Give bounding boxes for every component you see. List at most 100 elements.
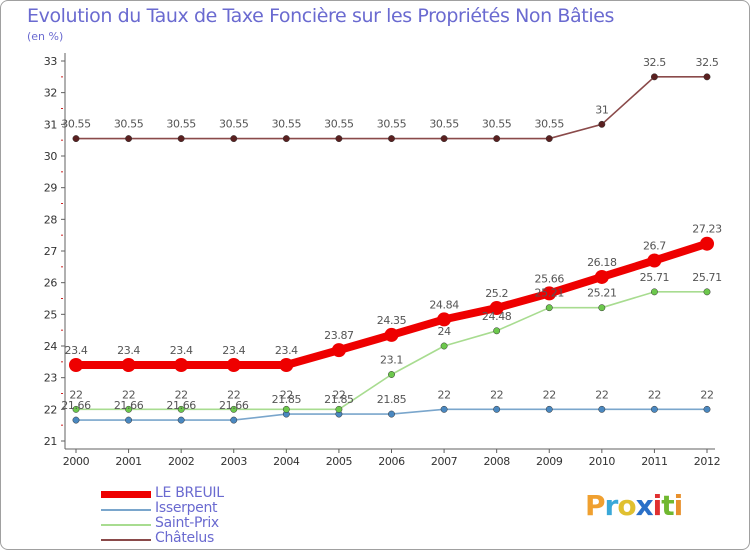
data-point — [493, 405, 501, 413]
data-point — [226, 358, 241, 372]
data-label: 30.55 — [61, 118, 91, 131]
data-label: 24.48 — [482, 310, 512, 323]
data-point — [440, 342, 448, 350]
x-tick-label: 2000 — [63, 455, 90, 468]
data-point — [121, 358, 136, 372]
data-point — [282, 405, 290, 413]
y-tick-label: 25 — [44, 308, 58, 321]
data-label: 23.87 — [324, 329, 354, 342]
data-point — [545, 405, 553, 413]
x-tick-label: 2007 — [431, 455, 458, 468]
data-label: 25.21 — [587, 287, 617, 300]
logo-letter: P — [585, 489, 606, 522]
legend-swatch-isserpent — [101, 509, 151, 511]
data-label: 23.1 — [380, 354, 403, 367]
data-label: 21.85 — [324, 393, 354, 406]
data-point — [335, 135, 343, 143]
logo-letter: o — [617, 489, 636, 522]
data-label: 25.71 — [692, 271, 722, 284]
data-label: 30.55 — [114, 118, 144, 131]
data-point — [440, 405, 448, 413]
data-point — [282, 135, 290, 143]
data-label: 22 — [437, 388, 450, 401]
data-label: 22 — [595, 388, 608, 401]
series-ch-telus — [72, 73, 711, 143]
data-point — [177, 405, 185, 413]
data-label: 30.55 — [429, 118, 459, 131]
x-tick-label: 2004 — [273, 455, 300, 468]
data-point — [125, 135, 133, 143]
data-point — [125, 405, 133, 413]
y-tick-label: 29 — [44, 182, 58, 195]
data-point — [384, 327, 399, 342]
data-point — [493, 135, 501, 143]
data-label: 22 — [69, 388, 82, 401]
data-label: 30.55 — [482, 118, 512, 131]
data-label: 30.55 — [219, 118, 249, 131]
data-label: 24 — [437, 325, 451, 338]
data-point — [650, 405, 658, 413]
data-label: 21.66 — [61, 399, 91, 412]
data-label: 21.66 — [114, 399, 144, 412]
data-point — [493, 327, 501, 335]
data-point — [388, 410, 395, 418]
legend-swatch-saint-prix — [101, 524, 151, 526]
series-saint-prix — [72, 288, 711, 413]
logo-letter: i — [652, 489, 663, 522]
data-point — [72, 405, 80, 413]
data-point — [545, 135, 553, 143]
data-point — [703, 73, 711, 81]
data-label: 21.85 — [377, 393, 407, 406]
data-point — [650, 73, 658, 81]
data-label: 30.55 — [535, 118, 565, 131]
data-label: 25.2 — [485, 287, 508, 300]
data-point — [598, 304, 606, 312]
data-point — [703, 288, 711, 296]
data-label: 21.85 — [272, 393, 302, 406]
data-label: 30.55 — [272, 118, 302, 131]
legend-label-le-breuil: LE BREUIL — [155, 485, 224, 501]
y-tick-label: 22 — [44, 403, 57, 416]
data-point — [177, 135, 185, 143]
data-point — [703, 405, 711, 413]
data-label: 24.35 — [377, 314, 407, 327]
data-label: 23.4 — [170, 344, 193, 357]
x-tick-label: 2011 — [641, 455, 667, 468]
y-tick-label: 23 — [44, 372, 58, 385]
data-label: 22 — [122, 388, 135, 401]
data-point — [545, 304, 553, 312]
data-label: 26.7 — [643, 240, 666, 253]
data-point — [594, 269, 609, 284]
data-label: 21.66 — [166, 399, 196, 412]
data-point — [647, 253, 662, 268]
data-label: 23.4 — [222, 344, 245, 357]
y-tick-label: 21 — [44, 435, 57, 448]
data-point — [230, 135, 238, 143]
y-tick-label: 26 — [44, 277, 58, 290]
data-label: 31 — [595, 103, 608, 116]
data-point — [72, 135, 80, 143]
data-point — [598, 120, 606, 128]
y-tick-label: 33 — [44, 55, 58, 68]
logo-letter: x — [635, 489, 654, 522]
data-label: 22 — [490, 388, 503, 401]
chart-unit-label: (en %) — [27, 30, 64, 43]
data-point — [440, 135, 448, 143]
data-label: 22 — [175, 388, 188, 401]
logo-letter: i — [673, 489, 684, 522]
data-point — [388, 371, 395, 378]
legend-swatch-chatelus — [101, 539, 151, 541]
x-tick-label: 2009 — [536, 455, 563, 468]
data-point — [279, 358, 294, 372]
data-label: 30.55 — [377, 118, 407, 131]
x-tick-label: 2005 — [326, 455, 353, 468]
data-point — [72, 416, 80, 424]
data-label: 22 — [332, 388, 345, 401]
data-label: 25.66 — [535, 272, 565, 285]
data-point — [700, 236, 714, 251]
data-label: 25.71 — [640, 271, 670, 284]
data-label: 21.66 — [219, 399, 249, 412]
data-label: 27.23 — [692, 223, 722, 236]
